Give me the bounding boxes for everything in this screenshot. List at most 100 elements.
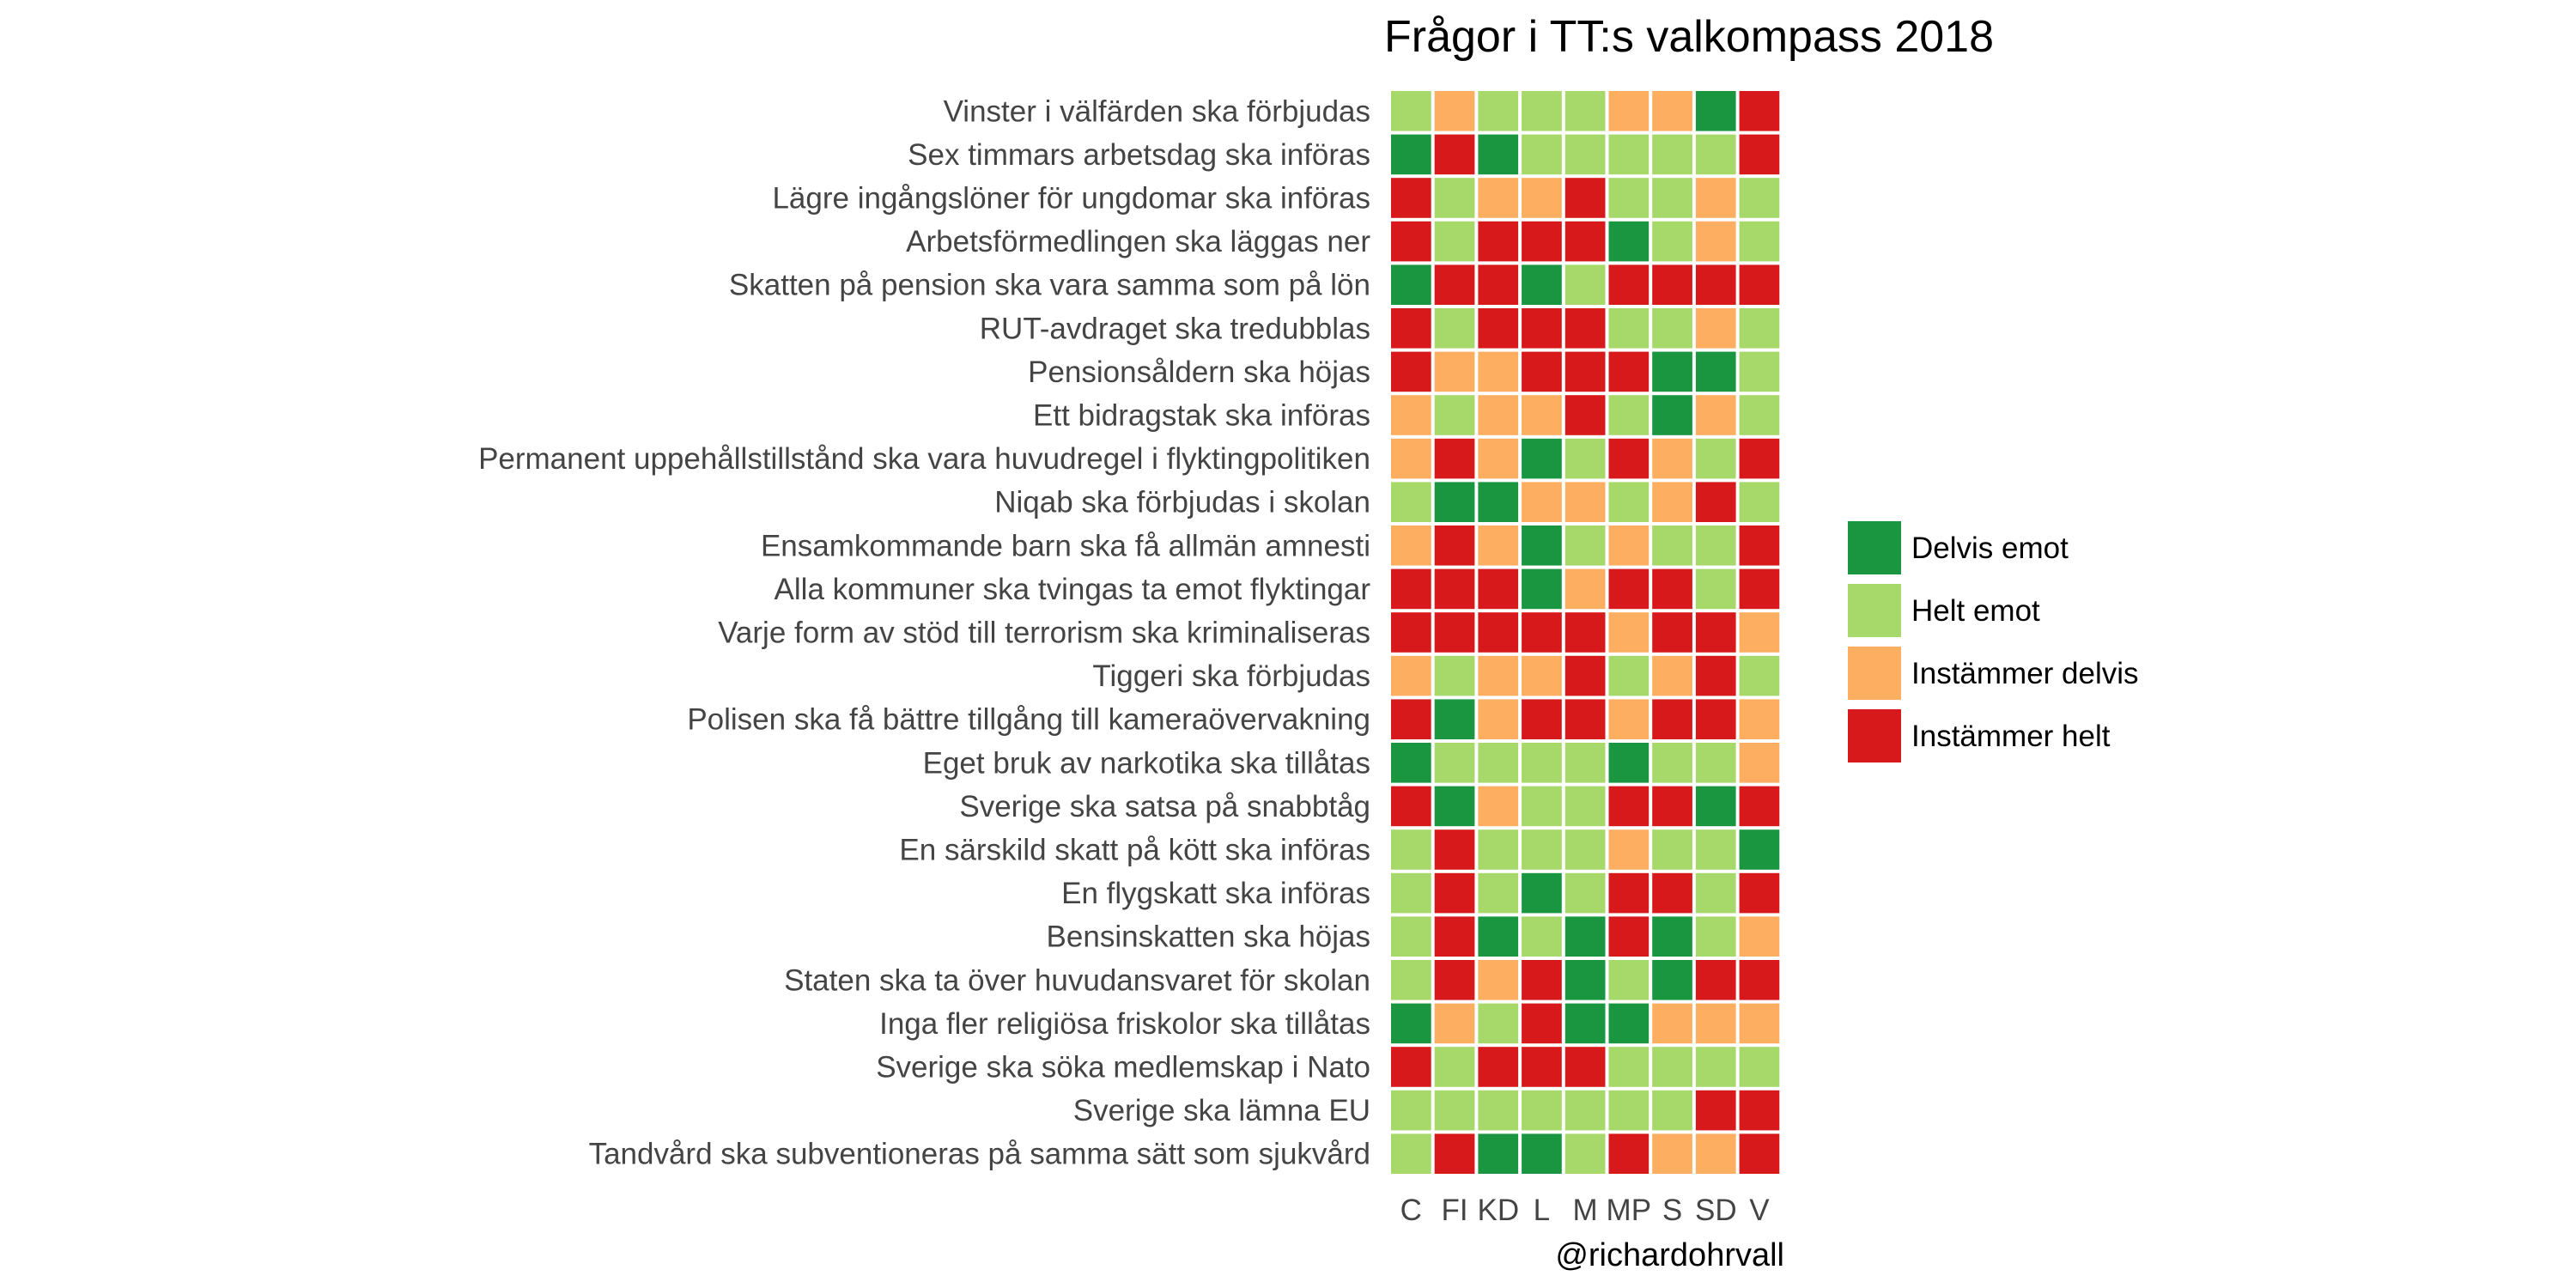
heatmap-cell bbox=[1391, 699, 1431, 739]
heatmap-cell bbox=[1434, 1003, 1475, 1044]
heatmap-cell bbox=[1608, 526, 1649, 566]
heatmap-cell bbox=[1608, 221, 1649, 262]
heatmap-cell bbox=[1652, 308, 1692, 349]
heatmap-cell bbox=[1739, 91, 1780, 131]
legend-key bbox=[1848, 709, 1901, 762]
heatmap-cell bbox=[1564, 1003, 1606, 1044]
heatmap-cell bbox=[1522, 699, 1562, 739]
heatmap-cell bbox=[1391, 916, 1431, 957]
column-label: MP bbox=[1607, 1194, 1652, 1227]
column-label: M bbox=[1573, 1194, 1598, 1227]
heatmap-cell bbox=[1522, 438, 1562, 479]
heatmap-cell bbox=[1391, 655, 1431, 696]
heatmap-cell bbox=[1522, 829, 1562, 870]
heatmap-cell bbox=[1695, 1047, 1736, 1087]
heatmap-cell bbox=[1739, 264, 1780, 305]
heatmap-cell bbox=[1695, 1003, 1736, 1044]
heatmap-cell bbox=[1434, 134, 1475, 175]
heatmap-cell bbox=[1478, 395, 1519, 435]
heatmap-cell bbox=[1695, 308, 1736, 349]
heatmap-cell bbox=[1522, 1003, 1562, 1044]
heatmap-cell bbox=[1478, 482, 1519, 522]
heatmap-cell bbox=[1695, 91, 1736, 131]
row-label: Sverige ska söka medlemskap i Nato bbox=[876, 1051, 1370, 1084]
row-labels: Vinster i välfärden ska förbjudas Sex tim… bbox=[478, 94, 1370, 1170]
heatmap-cell bbox=[1652, 655, 1692, 696]
heatmap-cell bbox=[1652, 351, 1692, 392]
heatmap-cell bbox=[1739, 1003, 1780, 1044]
heatmap-cell bbox=[1652, 786, 1692, 827]
heatmap-cell bbox=[1391, 178, 1431, 218]
heatmap-cell bbox=[1652, 916, 1692, 957]
heatmap-cell bbox=[1478, 786, 1519, 827]
legend-label: Delvis emot bbox=[1911, 532, 2069, 565]
heatmap-cell bbox=[1695, 829, 1736, 870]
heatmap-cell bbox=[1391, 395, 1431, 435]
row-label: Vinster i välfärden ska förbjudas bbox=[944, 94, 1370, 128]
heatmap-cell bbox=[1652, 178, 1692, 218]
heatmap-cell bbox=[1478, 829, 1519, 870]
heatmap-cell bbox=[1608, 134, 1649, 175]
legend-key bbox=[1848, 584, 1901, 637]
heatmap-cell bbox=[1608, 1133, 1649, 1174]
heatmap-cell bbox=[1652, 134, 1692, 175]
column-label: FI bbox=[1441, 1194, 1467, 1227]
heatmap-cell bbox=[1522, 351, 1562, 392]
heatmap-cell bbox=[1695, 568, 1736, 610]
column-label: S bbox=[1662, 1194, 1682, 1227]
heatmap-cell bbox=[1695, 743, 1736, 783]
heatmap-cell bbox=[1434, 916, 1475, 957]
heatmap-cell bbox=[1522, 178, 1562, 218]
heatmap-cell bbox=[1695, 872, 1736, 914]
heatmap-cell bbox=[1652, 395, 1692, 435]
heatmap-cell bbox=[1522, 264, 1562, 305]
heatmap-cell bbox=[1695, 1090, 1736, 1131]
heatmap-cell bbox=[1522, 1090, 1562, 1131]
heatmap-cell bbox=[1564, 916, 1606, 957]
heatmap-cell bbox=[1434, 1047, 1475, 1087]
heatmap-cell bbox=[1434, 829, 1475, 870]
legend-label: Instämmer delvis bbox=[1911, 657, 2139, 690]
heatmap-cell bbox=[1695, 655, 1736, 696]
row-label: Tiggeri ska förbjudas bbox=[1092, 659, 1370, 693]
heatmap-cell bbox=[1391, 960, 1431, 1000]
heatmap-cell bbox=[1522, 395, 1562, 435]
legend-label: Helt emot bbox=[1911, 594, 2040, 628]
row-label: Inga fler religiösa friskolor ska tillåt… bbox=[879, 1007, 1370, 1041]
heatmap-cell bbox=[1478, 1047, 1519, 1087]
column-label: V bbox=[1749, 1194, 1770, 1227]
heatmap-cell bbox=[1391, 264, 1431, 305]
row-label: Permanent uppehållstillstånd ska vara hu… bbox=[478, 442, 1370, 476]
heatmap-cell bbox=[1608, 612, 1649, 653]
heatmap-cell bbox=[1478, 221, 1519, 262]
row-label: Eget bruk av narkotika ska tillåtas bbox=[923, 746, 1370, 780]
heatmap-cell bbox=[1478, 916, 1519, 957]
heatmap-cell bbox=[1564, 1133, 1606, 1174]
heatmap-cell bbox=[1478, 872, 1519, 914]
heatmap-cell bbox=[1478, 526, 1519, 566]
heatmap-cell bbox=[1564, 960, 1606, 1000]
heatmap-cell bbox=[1564, 351, 1606, 392]
heatmap-cell bbox=[1652, 743, 1692, 783]
row-label: Varje form av stöd till terrorism ska kr… bbox=[718, 617, 1370, 650]
row-label: Bensinskatten ska höjas bbox=[1047, 920, 1370, 954]
heatmap-cell bbox=[1564, 134, 1606, 175]
row-label: Ett bidragstak ska införas bbox=[1033, 399, 1370, 433]
chart-title: Frågor i TT:s valkompass 2018 bbox=[1384, 12, 1994, 62]
row-label: Staten ska ta över huvudansvaret för sko… bbox=[784, 963, 1370, 997]
heatmap-cell bbox=[1739, 1090, 1780, 1131]
heatmap-cell bbox=[1652, 482, 1692, 522]
heatmap-cell bbox=[1522, 786, 1562, 827]
heatmap-cell bbox=[1522, 960, 1562, 1000]
heatmap-cell bbox=[1478, 655, 1519, 696]
heatmap-cell bbox=[1391, 1133, 1431, 1174]
heatmap-cell bbox=[1478, 743, 1519, 783]
heatmap-cell bbox=[1391, 1090, 1431, 1131]
row-label: Tandvård ska subventioneras på samma sät… bbox=[589, 1138, 1370, 1171]
heatmap-cell bbox=[1564, 395, 1606, 435]
heatmap-cell bbox=[1564, 264, 1606, 305]
row-label: Sex timmars arbetsdag ska införas bbox=[908, 138, 1370, 172]
heatmap-cell bbox=[1434, 568, 1475, 610]
heatmap-cell bbox=[1478, 308, 1519, 349]
heatmap-cell bbox=[1608, 1047, 1649, 1087]
